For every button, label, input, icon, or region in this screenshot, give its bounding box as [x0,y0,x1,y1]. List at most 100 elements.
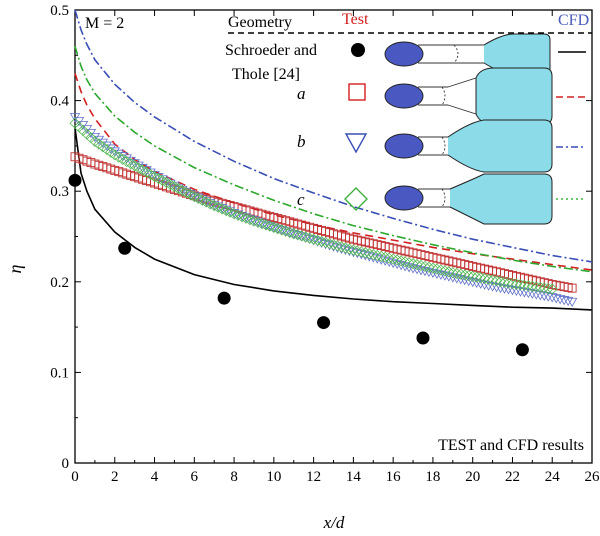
data-point-c [248,215,260,227]
data-point-c [375,250,387,262]
x-tick-label: 14 [346,469,362,485]
data-point-c [530,281,542,293]
data-point-c [304,232,316,244]
data-point-schroeder-and-thole-24 [317,316,331,330]
data-point-b [519,288,530,298]
data-point-c [463,270,475,282]
y-tick-label: 0.4 [50,94,69,110]
x-tick-label: 0 [71,469,79,485]
data-point-b [523,288,534,299]
data-point-b [209,200,220,211]
data-point-c [327,239,340,251]
y-tick-label: 0 [62,456,70,472]
annotation-m: M = 2 [85,15,124,32]
data-point-c [363,248,375,260]
data-point-c [542,282,554,295]
data-point-b [562,296,574,307]
data-point-b [252,217,264,227]
data-point-c [526,280,538,292]
data-point-b [487,282,498,292]
data-point-b [439,271,451,281]
data-point-c [236,211,248,223]
data-point-b [431,269,443,279]
data-point-c [244,214,256,226]
x-tick-label: 16 [386,469,402,485]
data-point-c [308,233,320,245]
data-point-c [300,231,312,243]
data-point-b [228,209,240,219]
data-point-b [479,280,490,290]
data-point-b [419,267,431,277]
data-point-c [208,200,220,212]
data-point-b [415,266,427,276]
data-point-b [304,234,315,245]
data-point-b [566,297,578,308]
data-point-c [502,277,515,289]
data-point-b [423,267,435,278]
data-point-c [490,275,503,287]
data-point-c [459,269,471,281]
legend-label-b: b [297,132,306,151]
data-point-b [539,291,550,302]
data-point-schroeder-and-thole-24 [68,173,82,187]
x-tick-label: 18 [425,469,440,485]
data-point-b [264,222,276,232]
data-point-c [184,189,196,201]
data-point-c [522,280,534,292]
legend-label-schroeder-2: Thole [24] [232,66,300,83]
data-point-c [371,249,383,262]
data-point-c [160,177,173,189]
data-point-c [240,212,252,224]
data-point-b [535,291,546,301]
data-point-c [220,205,232,217]
data-point-b [507,286,518,296]
data-point-c [387,253,399,265]
data-point-c [156,175,169,187]
data-point-b [551,294,562,304]
geometry-icon-b [384,119,553,173]
data-point-c [176,185,188,197]
data-point-b [300,233,311,243]
data-point-c [355,246,367,258]
data-point-b [256,219,268,229]
data-point-b [284,228,295,238]
data-point-b [288,229,299,240]
data-point-b [181,187,192,198]
data-point-b [558,296,570,306]
legend-header-test: Test [342,11,369,28]
x-tick-label: 26 [585,469,600,485]
data-point-c [264,220,276,232]
data-point-c [204,198,216,210]
data-point-b [205,199,216,209]
data-point-b [272,224,284,235]
data-point-c [192,192,204,205]
data-point-c [148,171,161,183]
legend-marker-schroeder [351,43,365,57]
data-point-c [335,241,348,253]
legend-header-cfd: CFD [558,12,589,29]
data-point-b [193,193,204,203]
data-point-c [411,259,423,271]
data-point-c [212,201,224,213]
data-point-c [319,236,332,249]
data-point-b [531,290,542,300]
geometry-icon-schroeder [384,33,551,75]
data-point-c [534,281,546,293]
data-point-c [260,219,272,231]
data-point-c [546,283,558,295]
x-tick-label: 20 [465,469,480,485]
data-point-c [228,208,240,220]
data-point-b [101,141,112,151]
legend-marker-a [348,83,366,101]
legend-label-a: a [297,84,306,103]
data-point-c [331,240,344,252]
cfd-line-c [74,45,593,273]
data-point-b [224,207,236,217]
data-point-c [312,234,324,246]
data-point-b [443,272,455,282]
data-point-c [180,187,192,199]
legend-marker-c [344,187,368,211]
data-point-b [268,223,280,233]
data-point-b [447,273,458,283]
